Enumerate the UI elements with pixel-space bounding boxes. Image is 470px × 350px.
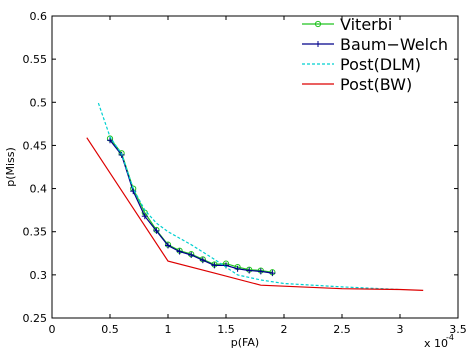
data-point	[234, 265, 241, 272]
y-tick-label: 0.55	[23, 53, 48, 66]
series-3	[86, 137, 424, 291]
y-axis-label: p(Miss)	[4, 147, 17, 187]
data-point	[153, 227, 160, 234]
y-tick-label: 0.45	[23, 139, 48, 152]
y-tick-label: 0.25	[23, 312, 48, 325]
data-point	[176, 248, 183, 255]
legend-label: Viterbi	[340, 15, 392, 34]
data-point	[141, 213, 148, 220]
data-point	[246, 267, 253, 274]
legend-entry: Viterbi	[302, 15, 392, 34]
legend-label: Post(DLM)	[340, 55, 421, 74]
x-tick-label: 2.5	[333, 323, 351, 336]
x-tick-label: 1.5	[217, 323, 235, 336]
legend-entry: Post(BW)	[302, 75, 412, 94]
x-exponent-label: x 10	[424, 337, 448, 350]
legend-entry: Baum−Welch	[302, 35, 448, 54]
data-point	[199, 257, 206, 264]
series-1	[107, 137, 276, 277]
x-tick-label: 1	[165, 323, 172, 336]
series-line	[86, 137, 424, 291]
y-tick-label: 0.4	[30, 183, 48, 196]
series-line	[97, 102, 401, 291]
y-tick-label: 0.6	[30, 10, 48, 23]
x-tick-label: 2	[281, 323, 288, 336]
x-tick-label: 0	[49, 323, 56, 336]
data-point	[165, 242, 171, 249]
legend-label: Baum−Welch	[340, 35, 448, 54]
data-point	[269, 270, 276, 277]
plot-frame	[51, 15, 459, 319]
legend-label: Post(BW)	[340, 75, 412, 94]
data-point	[188, 252, 195, 259]
legend-marker	[314, 20, 322, 28]
x-axis-label: p(FA)	[231, 336, 259, 349]
series-2	[97, 102, 401, 291]
data-point	[211, 262, 218, 269]
x-tick-label: 3.5	[449, 323, 467, 336]
x-tick-label: 0.5	[101, 323, 119, 336]
y-tick-label: 0.35	[23, 226, 48, 239]
data-point	[257, 268, 264, 275]
x-exponent-power: -4	[446, 333, 454, 342]
y-tick-label: 0.5	[30, 96, 48, 109]
data-point	[107, 137, 113, 144]
x-tick-label: 3	[397, 323, 404, 336]
y-tick-label: 0.3	[30, 269, 48, 282]
legend-entry: Post(DLM)	[302, 55, 421, 74]
